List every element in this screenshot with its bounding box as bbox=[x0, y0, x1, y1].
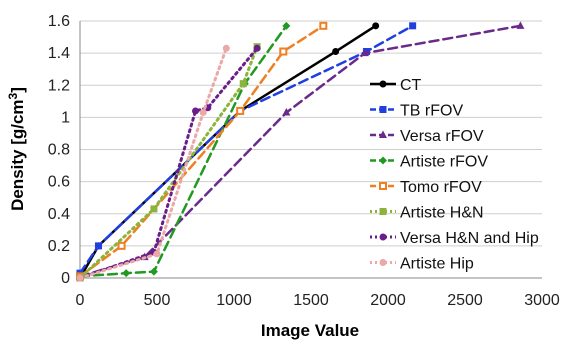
data-point bbox=[282, 21, 291, 30]
data-point bbox=[239, 80, 247, 88]
legend-item: Tomo rFOV bbox=[370, 179, 482, 196]
y-tick-label: 0.6 bbox=[48, 174, 70, 191]
legend-label: Tomo rFOV bbox=[400, 179, 482, 196]
data-point bbox=[94, 242, 102, 250]
x-tick-label: 1500 bbox=[293, 292, 329, 309]
legend-item: Artiste rFOV bbox=[370, 154, 488, 171]
data-point bbox=[516, 21, 525, 29]
series-line bbox=[78, 46, 228, 280]
series-line bbox=[78, 45, 259, 280]
legend-marker bbox=[379, 182, 387, 190]
data-point bbox=[199, 109, 207, 117]
data-point bbox=[409, 22, 417, 30]
x-tick-label: 2000 bbox=[370, 292, 406, 309]
legend-marker bbox=[379, 130, 387, 138]
x-tick-label: 0 bbox=[76, 292, 85, 309]
data-point bbox=[153, 250, 161, 258]
y-axis-title-close: ] bbox=[8, 87, 27, 93]
legend-item: Versa H&N and Hip bbox=[370, 230, 539, 247]
y-tick-label: 1.2 bbox=[48, 77, 70, 94]
y-tick-label: 0.2 bbox=[48, 238, 70, 255]
y-tick-label: 0.4 bbox=[48, 206, 70, 223]
legend-label: CT bbox=[400, 77, 422, 94]
data-point bbox=[282, 108, 291, 116]
data-point bbox=[236, 106, 245, 115]
legend-item: TB rFOV bbox=[370, 103, 463, 120]
y-tick-label: 1.6 bbox=[48, 13, 70, 30]
data-point bbox=[117, 241, 126, 250]
data-point bbox=[122, 269, 131, 278]
legend-label: Artiste rFOV bbox=[400, 154, 488, 171]
series-4 bbox=[76, 21, 328, 281]
legend-item: Versa rFOV bbox=[370, 128, 484, 145]
legend-item: CT bbox=[370, 77, 422, 94]
legend-item: Artiste Hip bbox=[370, 256, 474, 273]
legend-label: Artiste H&N bbox=[400, 205, 484, 222]
axes: 0 0.2 0.4 0.6 0.8 1 1.2 1.4 1.6 0 500 1000 1500 2000 2… bbox=[48, 13, 560, 309]
data-point bbox=[150, 205, 158, 213]
legend-item: Artiste H&N bbox=[370, 205, 484, 222]
series-3 bbox=[76, 21, 291, 281]
legend-marker bbox=[379, 259, 387, 266]
series-line bbox=[78, 46, 259, 280]
data-point bbox=[76, 274, 84, 282]
data-point bbox=[222, 44, 230, 52]
y-axis-title-main: Density [g/cm bbox=[8, 99, 27, 210]
series-7 bbox=[76, 44, 230, 282]
series-line bbox=[78, 24, 325, 278]
series-line bbox=[78, 24, 288, 278]
data-point bbox=[319, 21, 328, 30]
data-point bbox=[192, 107, 199, 115]
y-tick-label: 0.8 bbox=[48, 142, 70, 159]
data-point bbox=[360, 48, 369, 57]
data-point bbox=[149, 267, 158, 276]
legend-marker bbox=[379, 156, 387, 165]
legend: CT TB rFOV Versa rFOV Artiste rFOV Tomo rFOV… bbox=[370, 77, 539, 273]
y-axis-title-superscript: 3 bbox=[6, 92, 20, 99]
y-axis-title: Density [g/cm3] bbox=[6, 87, 27, 211]
data-point bbox=[332, 48, 340, 56]
legend-label: Versa H&N and Hip bbox=[400, 230, 539, 247]
data-point bbox=[253, 44, 261, 52]
y-tick-label: 0 bbox=[61, 270, 70, 287]
series-lines bbox=[76, 21, 525, 282]
series-line bbox=[78, 24, 377, 280]
y-tick-label: 1 bbox=[61, 109, 70, 126]
legend-marker bbox=[379, 106, 387, 113]
legend-label: Artiste Hip bbox=[400, 256, 474, 273]
x-axis-title: Image Value bbox=[261, 321, 359, 340]
x-tick-label: 3000 bbox=[524, 292, 560, 309]
legend-label: Versa rFOV bbox=[400, 128, 484, 145]
x-tick-label: 500 bbox=[144, 292, 171, 309]
legend-marker bbox=[379, 208, 387, 215]
x-tick-label: 1000 bbox=[216, 292, 252, 309]
data-point bbox=[372, 22, 380, 30]
legend-marker bbox=[379, 233, 387, 241]
legend-label: TB rFOV bbox=[400, 103, 463, 120]
x-tick-label: 2500 bbox=[447, 292, 483, 309]
y-tick-label: 1.4 bbox=[48, 45, 70, 62]
legend-marker bbox=[379, 80, 387, 88]
data-point bbox=[279, 47, 288, 56]
